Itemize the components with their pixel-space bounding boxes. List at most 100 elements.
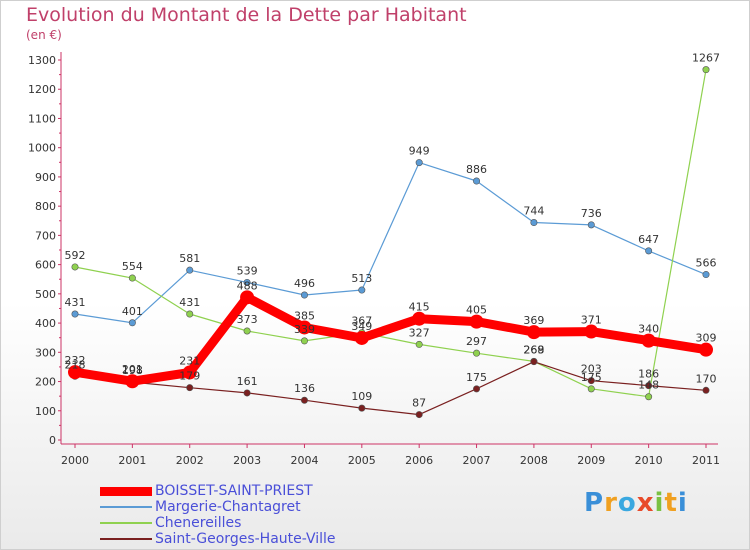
data-label: 385: [294, 309, 315, 322]
data-label: 369: [523, 314, 544, 327]
data-point: [584, 324, 599, 339]
data-point: [412, 311, 427, 326]
data-label: 554: [122, 260, 143, 273]
series-line-chenereilles: [74, 69, 707, 398]
x-tick-label: 2000: [61, 454, 89, 467]
legend-swatch: [100, 522, 152, 524]
x-tick-label: 2008: [520, 454, 548, 467]
data-label: 175: [581, 371, 602, 384]
series-line-boisset-saint-priest: [70, 292, 711, 386]
x-tick-label: 2001: [118, 454, 146, 467]
y-tick-label: 800: [35, 200, 56, 213]
data-point: [128, 274, 136, 282]
data-point: [125, 374, 140, 389]
legend-label: Margerie-Chantagret: [155, 499, 301, 515]
x-tick-label: 2011: [692, 454, 720, 467]
data-label: 488: [237, 279, 258, 292]
x-tick-label: 2002: [176, 454, 204, 467]
data-label: 367: [351, 315, 372, 328]
data-label: 268: [523, 344, 544, 357]
data-label: 581: [179, 252, 200, 265]
y-tick-label: 100: [35, 405, 56, 418]
data-label: 297: [466, 335, 487, 348]
x-tick-label: 2010: [635, 454, 663, 467]
data-point: [128, 319, 136, 327]
data-point: [243, 278, 251, 286]
legend-swatch: [100, 538, 152, 540]
data-label: 949: [409, 145, 430, 158]
data-point: [645, 247, 653, 255]
data-point: [186, 310, 194, 318]
data-point: [645, 393, 653, 401]
data-point: [587, 385, 595, 393]
data-point: [186, 384, 194, 392]
data-label: 373: [237, 313, 258, 326]
data-point: [300, 396, 308, 404]
data-point: [358, 404, 366, 412]
data-label: 170: [696, 372, 717, 385]
y-tick-label: 1300: [28, 54, 56, 67]
data-label: 327: [409, 326, 430, 339]
data-label: 175: [466, 371, 487, 384]
data-point: [415, 159, 423, 167]
data-point: [182, 365, 197, 380]
series-line-saint-georges-haute-ville: [74, 361, 707, 416]
data-label: 136: [294, 382, 315, 395]
data-label: 744: [523, 205, 544, 218]
data-label: 232: [65, 354, 86, 367]
data-point: [358, 286, 366, 294]
data-point: [354, 330, 369, 345]
series-line-margerie-chantagret: [74, 162, 707, 324]
legend-label: Chenereilles: [155, 515, 242, 531]
data-point: [469, 314, 484, 329]
data-point: [473, 349, 481, 357]
data-point: [645, 382, 653, 390]
legend-label: BOISSET-SAINT-PRIEST: [155, 483, 313, 499]
data-point: [587, 221, 595, 229]
data-label: 201: [122, 363, 143, 376]
data-label: 186: [638, 368, 659, 381]
data-label: 401: [122, 305, 143, 318]
x-tick-label: 2007: [463, 454, 491, 467]
data-label: 886: [466, 163, 487, 176]
y-tick-label: 600: [35, 259, 56, 272]
data-label: 371: [581, 314, 602, 327]
data-label: 349: [351, 320, 372, 333]
data-point: [68, 365, 82, 380]
data-label: 87: [412, 397, 426, 410]
data-label: 148: [638, 379, 659, 392]
y-tick-label: 0: [49, 434, 56, 447]
data-label: 566: [696, 257, 717, 270]
data-point: [699, 342, 713, 357]
data-point: [702, 66, 710, 74]
data-point: [415, 411, 423, 419]
data-point: [297, 320, 312, 335]
data-point: [71, 263, 79, 271]
data-label: 431: [179, 296, 200, 309]
legend-swatch: [100, 486, 152, 496]
data-label: 415: [409, 301, 430, 314]
data-label: 218: [65, 358, 86, 371]
data-point: [702, 386, 710, 394]
data-label: 1267: [692, 52, 720, 65]
x-tick-label: 2003: [233, 454, 261, 467]
y-tick-label: 1100: [28, 112, 56, 125]
y-tick-label: 300: [35, 346, 56, 359]
data-label: 340: [638, 323, 659, 336]
x-tick-label: 2006: [405, 454, 433, 467]
data-point: [473, 385, 481, 393]
data-point: [243, 389, 251, 397]
data-point: [240, 290, 255, 305]
data-label: 513: [351, 272, 372, 285]
data-label: 539: [237, 264, 258, 277]
x-tick-label: 2009: [577, 454, 605, 467]
data-label: 405: [466, 304, 487, 317]
data-label: 431: [65, 296, 86, 309]
data-label: 339: [294, 323, 315, 336]
data-point: [186, 266, 194, 274]
data-point: [243, 327, 251, 335]
data-label: 109: [351, 390, 372, 403]
chart-subtitle: (en €): [26, 28, 62, 42]
